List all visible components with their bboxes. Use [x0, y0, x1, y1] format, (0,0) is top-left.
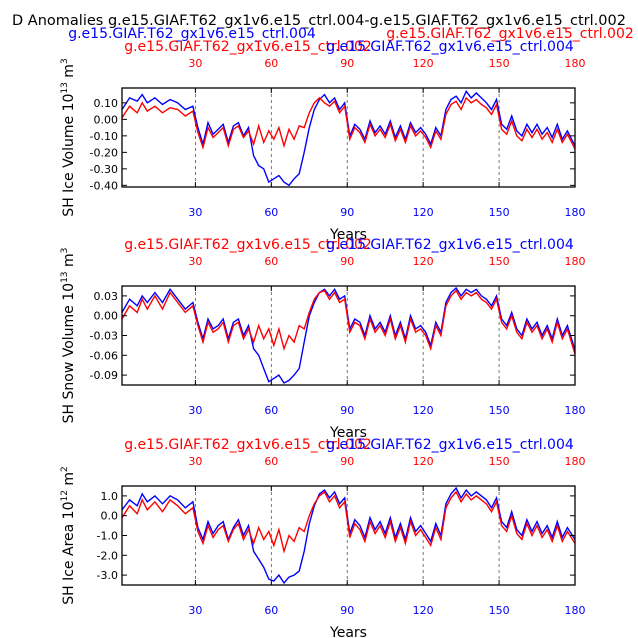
panel-3: g.e15.GIAF.T62_gx1v6.e15_ctrl.002g.e15.G… — [60, 437, 586, 638]
xtick-label: 180 — [565, 206, 586, 219]
panel-2: g.e15.GIAF.T62_gx1v6.e15_ctrl.002g.e15.G… — [60, 237, 586, 441]
ytick-label: -0.03 — [90, 330, 118, 343]
xtick-label: 150 — [489, 604, 510, 617]
ytick-label: 0.00 — [94, 310, 119, 323]
x-axis-label: Years — [329, 227, 367, 243]
xtick-label: 30 — [188, 206, 202, 219]
xtick-label: 60 — [264, 404, 278, 417]
ytick-label: -0.06 — [90, 349, 118, 362]
legend-blue: g.e15.GIAF.T62_gx1v6.e15_ctrl.004 — [326, 39, 574, 55]
xtick-label-top: 180 — [565, 255, 586, 268]
ytick-label: -3.0 — [97, 569, 118, 582]
xtick-label: 90 — [340, 206, 354, 219]
xtick-label: 90 — [340, 404, 354, 417]
xtick-label-top: 30 — [188, 57, 202, 70]
series-red — [121, 289, 576, 355]
legend-red-top: g.e15.GIAF.T62_gx1v6.e15_ctrl.002 — [386, 26, 634, 42]
panel-1: g.e15.GIAF.T62_gx1v6.e15_ctrl.002g.e15.G… — [60, 39, 586, 243]
xtick-label: 60 — [264, 206, 278, 219]
xtick-label: 90 — [340, 604, 354, 617]
xtick-label: 120 — [413, 604, 434, 617]
xtick-label: 120 — [413, 404, 434, 417]
xtick-label-top: 60 — [264, 255, 278, 268]
xtick-label: 180 — [565, 604, 586, 617]
ytick-label: -0.30 — [90, 163, 118, 176]
xtick-label-top: 150 — [489, 57, 510, 70]
series-red — [121, 490, 576, 554]
x-axis-label: Years — [329, 425, 367, 441]
xtick-label-top: 120 — [413, 455, 434, 468]
xtick-label: 150 — [489, 206, 510, 219]
xtick-label: 120 — [413, 206, 434, 219]
plot-frame — [121, 87, 576, 188]
xtick-label-top: 150 — [489, 455, 510, 468]
x-axis-label: Years — [329, 625, 367, 638]
xtick-label: 60 — [264, 604, 278, 617]
series-blue — [121, 286, 576, 384]
ytick-label: 0.10 — [94, 97, 119, 110]
ytick-label: -0.40 — [90, 179, 118, 192]
ytick-label: -1.0 — [97, 530, 118, 543]
xtick-label-top: 30 — [188, 255, 202, 268]
xtick-label-top: 180 — [565, 455, 586, 468]
ytick-label: 0.00 — [94, 113, 119, 126]
xtick-label-top: 180 — [565, 57, 586, 70]
xtick-label-top: 30 — [188, 455, 202, 468]
xtick-label-top: 90 — [340, 255, 354, 268]
series-blue — [121, 89, 576, 187]
xtick-label: 180 — [565, 404, 586, 417]
xtick-label-top: 60 — [264, 455, 278, 468]
legend-red: g.e15.GIAF.T62_gx1v6.e15_ctrl.002 — [124, 237, 372, 253]
xtick-label-top: 90 — [340, 455, 354, 468]
plot-frame — [121, 285, 576, 386]
y-axis-label: SH Ice Volume 1013 m3 — [60, 58, 77, 216]
legend-blue-top: g.e15.GIAF.T62_gx1v6.e15_ctrl.004 — [68, 26, 316, 42]
ytick-label: -2.0 — [97, 549, 118, 562]
xtick-label: 30 — [188, 404, 202, 417]
xtick-label-top: 60 — [264, 57, 278, 70]
y-axis-label: SH Ice Area 1012 m2 — [60, 466, 77, 605]
ytick-label: 0.0 — [101, 510, 119, 523]
ytick-label: 0.03 — [94, 290, 119, 303]
xtick-label-top: 150 — [489, 255, 510, 268]
ytick-label: 1.0 — [101, 490, 119, 503]
xtick-label-top: 120 — [413, 255, 434, 268]
y-axis-label: SH Snow Volume 1013 m3 — [60, 248, 77, 424]
legend-blue: g.e15.GIAF.T62_gx1v6.e15_ctrl.004 — [326, 437, 574, 453]
figure-title: D Anomalies g.e15.GIAF.T62_gx1v6.e15_ctr… — [12, 13, 626, 29]
ytick-label: -0.10 — [90, 130, 118, 143]
series-blue — [121, 486, 576, 585]
plot-frame — [121, 485, 576, 586]
legend-blue: g.e15.GIAF.T62_gx1v6.e15_ctrl.004 — [326, 237, 574, 253]
legend-red: g.e15.GIAF.T62_gx1v6.e15_ctrl.002 — [124, 39, 372, 55]
ytick-label: -0.20 — [90, 146, 118, 159]
xtick-label: 150 — [489, 404, 510, 417]
xtick-label: 30 — [188, 604, 202, 617]
series-red — [121, 96, 576, 150]
xtick-label-top: 120 — [413, 57, 434, 70]
legend-red: g.e15.GIAF.T62_gx1v6.e15_ctrl.002 — [124, 437, 372, 453]
xtick-label-top: 90 — [340, 57, 354, 70]
ytick-label: -0.09 — [90, 369, 118, 382]
